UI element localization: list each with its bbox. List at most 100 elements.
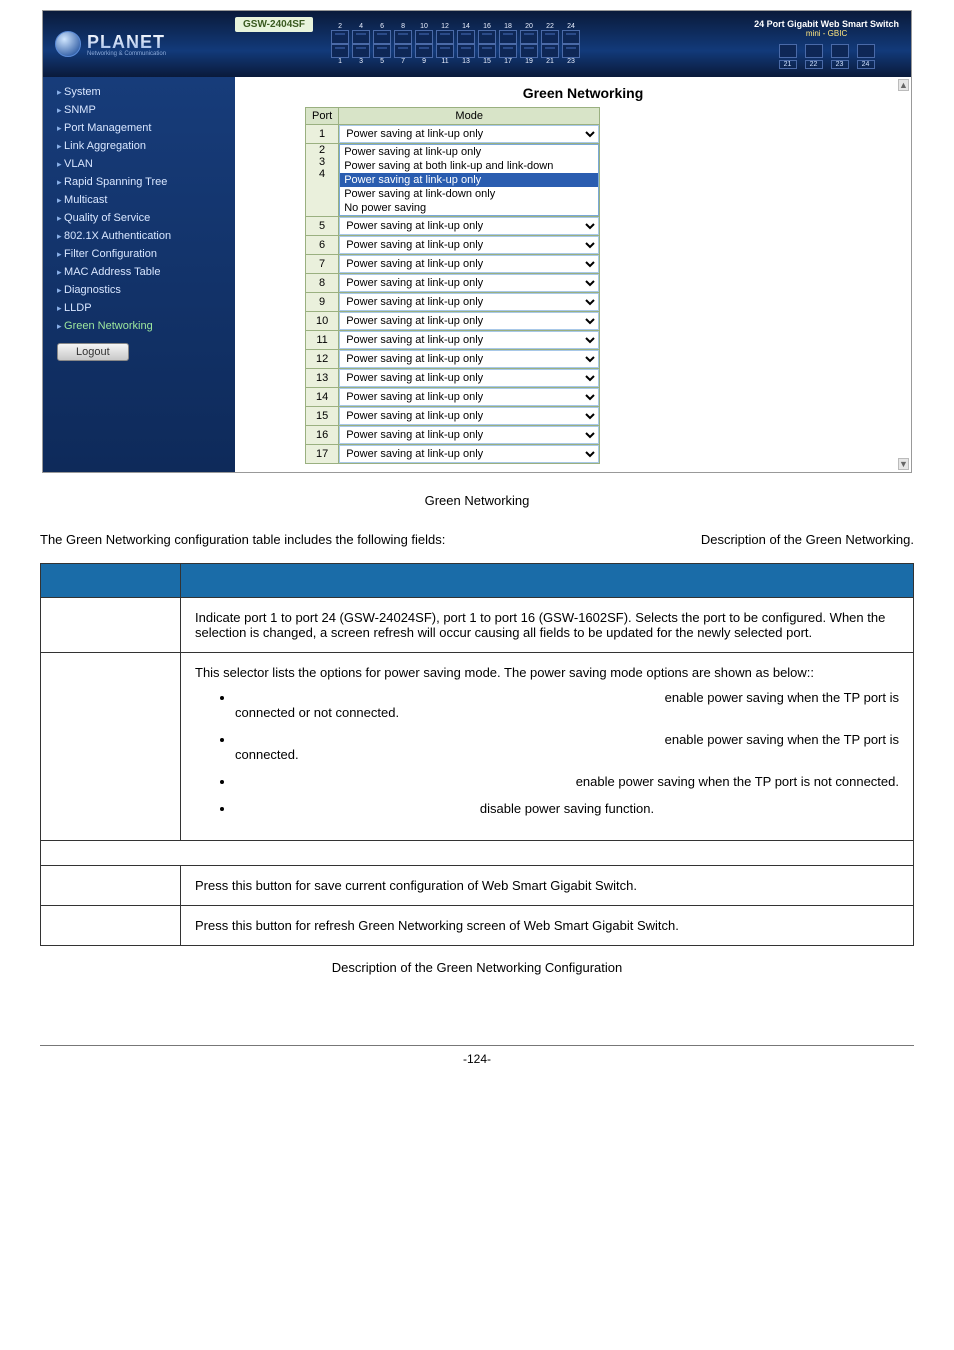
brand-text: PLANET <box>87 32 165 52</box>
sidebar-item-rapid-spanning-tree[interactable]: Rapid Spanning Tree <box>43 173 235 191</box>
col-port: Port <box>306 108 339 125</box>
port-cell: 10 <box>306 312 339 331</box>
port-numbers-bottom: 1357911131517192123 <box>331 58 580 65</box>
intro-left: The Green Networking configuration table… <box>40 532 445 547</box>
sidebar-item-link-aggregation[interactable]: Link Aggregation <box>43 137 235 155</box>
mode-select[interactable]: Power saving at link-up only <box>339 312 599 330</box>
dropdown-option[interactable]: Power saving at link-up only <box>340 145 598 159</box>
header-sublabel: mini - GBIC <box>754 29 899 38</box>
mode-option-list: enable power saving when the TP port isc… <box>195 690 899 816</box>
mode-select[interactable]: Power saving at link-up only <box>339 369 599 387</box>
dropdown-option[interactable]: Power saving at both link-up and link-do… <box>340 159 598 173</box>
sidebar-item-green-networking[interactable]: Green Networking <box>43 317 235 335</box>
mode-select[interactable]: Power saving at link-up only <box>339 125 599 143</box>
port-cell: 16 <box>306 426 339 445</box>
sidebar-item-vlan[interactable]: VLAN <box>43 155 235 173</box>
page-number: -124- <box>40 1052 914 1066</box>
sidebar-item-802-1x-authentication[interactable]: 802.1X Authentication <box>43 227 235 245</box>
port-cell: 14 <box>306 388 339 407</box>
scroll-up-icon[interactable]: ▲ <box>898 79 909 91</box>
dropdown-option[interactable]: Power saving at link-down only <box>340 187 598 201</box>
table-row: 14Power saving at link-up only <box>306 388 600 407</box>
mode-select[interactable]: Power saving at link-up only <box>339 236 599 254</box>
gbic-labels: 21222324 <box>754 60 899 69</box>
mode-select[interactable]: Power saving at link-up only <box>339 217 599 235</box>
table-row: Indicate port 1 to port 24 (GSW-24024SF)… <box>41 598 914 653</box>
row-label-mode <box>41 653 181 841</box>
mode-cell: Power saving at link-up only <box>339 445 600 464</box>
mode-select[interactable]: Power saving at link-up only <box>339 255 599 273</box>
port-cell: 6 <box>306 236 339 255</box>
list-item: enable power saving when the TP port isc… <box>235 732 899 762</box>
mode-cell: Power saving at link-up only <box>339 388 600 407</box>
header-right: 24 Port Gigabit Web Smart Switch mini - … <box>754 19 911 69</box>
sidebar-item-diagnostics[interactable]: Diagnostics <box>43 281 235 299</box>
sidebar-item-system[interactable]: System <box>43 83 235 101</box>
port-cell: 1 <box>306 125 339 144</box>
list-item: enable power saving when the TP port is … <box>235 774 899 789</box>
mode-select[interactable]: Power saving at link-up only <box>339 331 599 349</box>
mode-select[interactable]: Power saving at link-up only <box>339 274 599 292</box>
mode-intro-text: This selector lists the options for powe… <box>195 665 899 680</box>
port-row-top <box>331 30 580 44</box>
row-label-refresh <box>41 906 181 946</box>
caption-text: Green Networking <box>425 493 530 508</box>
mode-cell: Power saving at link-up only <box>339 369 600 388</box>
sidebar-item-lldp[interactable]: LLDP <box>43 299 235 317</box>
page-title: Green Networking <box>265 85 901 101</box>
mode-select[interactable]: Power saving at link-up only <box>339 350 599 368</box>
sidebar-item-filter-configuration[interactable]: Filter Configuration <box>43 245 235 263</box>
table-row: 6Power saving at link-up only <box>306 236 600 255</box>
table-caption: Description of the Green Networking Conf… <box>40 960 914 975</box>
table-row: 16Power saving at link-up only <box>306 426 600 445</box>
col-mode: Mode <box>339 108 600 125</box>
mode-cell: Power saving at link-up only <box>339 331 600 350</box>
table-row <box>41 841 914 866</box>
logout-button[interactable]: Logout <box>57 343 129 361</box>
table-row: Press this button for save current confi… <box>41 866 914 906</box>
table-row: 12Power saving at link-up only <box>306 350 600 369</box>
mode-select[interactable]: Power saving at link-up only <box>339 445 599 463</box>
switch-header: PLANET Networking & Communication GSW-24… <box>43 11 911 77</box>
mode-dropdown-open[interactable]: Power saving at link-up onlyPower saving… <box>339 144 599 216</box>
scroll-down-icon[interactable]: ▼ <box>898 458 909 470</box>
row-value-mode: This selector lists the options for powe… <box>181 653 914 841</box>
list-item: enable power saving when the TP port isc… <box>235 690 899 720</box>
sidebar-item-snmp[interactable]: SNMP <box>43 101 235 119</box>
desc-header-obj <box>41 564 181 598</box>
table-row: Press this button for refresh Green Netw… <box>41 906 914 946</box>
dropdown-option[interactable]: No power saving <box>340 201 598 215</box>
switch-body: SystemSNMPPort ManagementLink Aggregatio… <box>43 77 911 472</box>
sidebar-item-quality-of-service[interactable]: Quality of Service <box>43 209 235 227</box>
sidebar-item-port-management[interactable]: Port Management <box>43 119 235 137</box>
row-value-apply: Press this button for save current confi… <box>181 866 914 906</box>
table-row: 8Power saving at link-up only <box>306 274 600 293</box>
port-cell: 11 <box>306 331 339 350</box>
intro-row: The Green Networking configuration table… <box>40 532 914 547</box>
mode-select[interactable]: Power saving at link-up only <box>339 388 599 406</box>
list-item: disable power saving function. <box>235 801 899 816</box>
table-row: 15Power saving at link-up only <box>306 407 600 426</box>
switch-admin-screenshot: PLANET Networking & Communication GSW-24… <box>42 10 912 473</box>
sidebar-item-mac-address-table[interactable]: MAC Address Table <box>43 263 235 281</box>
port-cell: 15 <box>306 407 339 426</box>
green-networking-table: Port Mode 1Power saving at link-up only2… <box>305 107 600 464</box>
sidebar-item-multicast[interactable]: Multicast <box>43 191 235 209</box>
mode-select[interactable]: Power saving at link-up only <box>339 426 599 444</box>
sidebar-nav: SystemSNMPPort ManagementLink Aggregatio… <box>43 77 235 472</box>
port-diagram: 24681012141618202224 1357911131517192123 <box>331 23 580 65</box>
table-row: 7Power saving at link-up only <box>306 255 600 274</box>
table-row: 17Power saving at link-up only <box>306 445 600 464</box>
row-label-apply <box>41 866 181 906</box>
port-row-bottom <box>331 44 580 58</box>
port-desc-text: Indicate port 1 to port 24 (GSW-24024SF)… <box>195 610 885 640</box>
mode-select[interactable]: Power saving at link-up only <box>339 407 599 425</box>
dropdown-option[interactable]: Power saving at link-up only <box>340 173 598 187</box>
port-cell: 7 <box>306 255 339 274</box>
row-spacer <box>41 841 914 866</box>
port-cell: 13 <box>306 369 339 388</box>
mode-cell: Power saving at link-up only <box>339 217 600 236</box>
mode-select[interactable]: Power saving at link-up only <box>339 293 599 311</box>
mode-cell: Power saving at link-up only <box>339 125 600 144</box>
port-cell: 17 <box>306 445 339 464</box>
